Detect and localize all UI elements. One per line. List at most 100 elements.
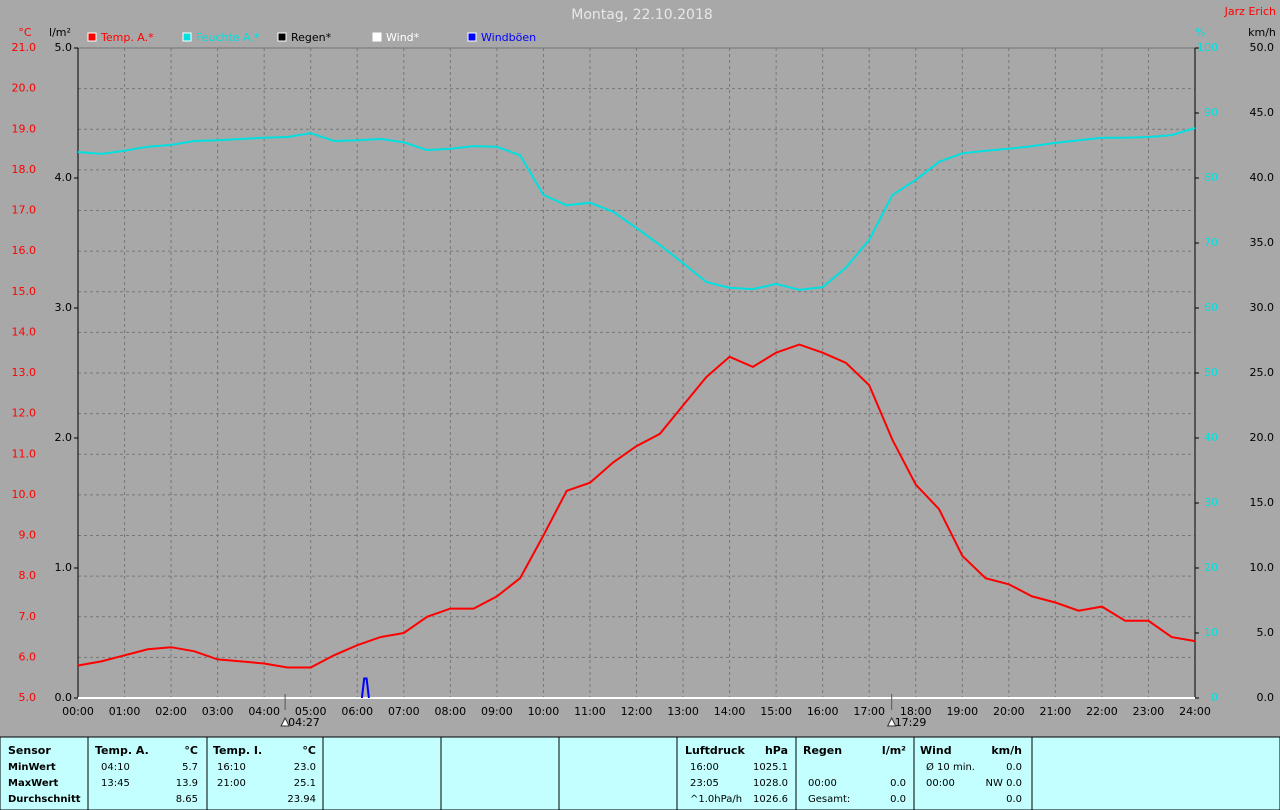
table-cell: 25.1 [294,778,316,789]
table-cell: 1028.0 [753,778,788,789]
x-tick-label: 04:00 [248,705,280,718]
legend-label: Wind* [386,31,420,44]
y3-tick-label: 20 [1204,561,1218,574]
table-cell: 00:00 [926,778,955,789]
x-tick-label: 02:00 [155,705,187,718]
y3-tick-label: 40 [1204,431,1218,444]
table-cell: 0.0 [890,794,906,805]
x-tick-label: 05:00 [295,705,327,718]
legend-label: Windböen [481,31,536,44]
y-tick-label: 17.0 [12,204,37,217]
y4-tick-label: 35.0 [1250,236,1275,249]
y2-tick-label: 4.0 [55,171,73,184]
x-tick-label: 22:00 [1086,705,1118,718]
table-cell: 1026.6 [753,794,788,805]
x-tick-label: 07:00 [388,705,420,718]
row-label: Durchschnitt [8,794,81,805]
y-tick-label: 21.0 [12,41,37,54]
x-tick-label: 03:00 [202,705,234,718]
y-tick-label: 18.0 [12,163,37,176]
table-header: Temp. A. [95,744,149,757]
table-cell: 0.0 [1006,762,1022,773]
y-tick-label: 19.0 [12,122,37,135]
y2-tick-label: 3.0 [55,301,73,314]
table-cell: Ø 10 min. [926,761,975,773]
table-header: km/h [991,744,1022,757]
legend-swatch [372,32,382,42]
y4-tick-label: 25.0 [1250,366,1275,379]
table-cell: 00:00 [808,778,837,789]
legend-swatch [87,32,97,42]
y3-tick-label: 10 [1204,626,1218,639]
y-tick-label: 15.0 [12,285,37,298]
y4-tick-label: 40.0 [1250,171,1275,184]
y4-tick-label: 50.0 [1250,41,1275,54]
axis-unit: km/h [1248,26,1276,39]
table-header: l/m² [882,744,906,757]
x-tick-label: 13:00 [667,705,699,718]
table-cell: 21:00 [217,778,246,789]
x-tick-label: 09:00 [481,705,513,718]
y-tick-label: 5.0 [19,691,37,704]
y-tick-label: 8.0 [19,569,37,582]
y-tick-label: 16.0 [12,244,37,257]
sun-icon [886,716,897,727]
y4-tick-label: 30.0 [1250,301,1275,314]
x-tick-label: 23:00 [1133,705,1165,718]
table-cell: 0.0 [1006,794,1022,805]
legend-swatch [467,32,477,42]
y2-tick-label: 1.0 [55,561,73,574]
y2-tick-label: 0.0 [55,691,73,704]
table-header: °C [302,744,316,757]
table-cell: 1025.1 [753,762,788,773]
axis-unit: °C [18,26,32,39]
y-tick-label: 13.0 [12,366,37,379]
sun-label: 17:29 [895,716,927,729]
table-header: Wind [920,744,952,757]
row-label: MaxWert [8,778,59,789]
y3-tick-label: 80 [1204,171,1218,184]
legend-swatch [277,32,287,42]
y-tick-label: 20.0 [12,82,37,95]
series-line [360,677,370,699]
table-header: hPa [765,744,788,757]
table-header: Regen [803,744,842,757]
table-header: Luftdruck [685,744,746,757]
table-background [0,736,1280,810]
y4-tick-label: 20.0 [1250,431,1275,444]
y-tick-label: 11.0 [12,447,37,460]
x-tick-label: 24:00 [1179,705,1211,718]
y-tick-label: 14.0 [12,325,37,338]
x-tick-label: 01:00 [109,705,141,718]
author: Jarz Erich [1224,5,1276,18]
y3-tick-label: 30 [1204,496,1218,509]
y4-tick-label: 15.0 [1250,496,1275,509]
table-cell: 04:10 [101,762,130,773]
x-tick-label: 10:00 [528,705,560,718]
table-cell: ^1.0hPa/h [690,794,742,805]
table-cell: 13.9 [176,778,198,789]
y-tick-label: 12.0 [12,407,37,420]
table-cell: 23:05 [690,778,719,789]
table-header: °C [184,744,198,757]
x-tick-label: 19:00 [946,705,978,718]
y3-tick-label: 70 [1204,236,1218,249]
chart-title: Montag, 22.10.2018 [571,7,713,23]
table-cell: NW 0.0 [986,778,1022,789]
legend-label: Feuchte A.* [196,31,260,44]
y3-tick-label: 100 [1197,41,1218,54]
y3-tick-label: 0 [1211,691,1218,704]
x-tick-label: 06:00 [341,705,373,718]
x-tick-label: 18:00 [900,705,932,718]
x-tick-label: 00:00 [62,705,94,718]
table-cell: 8.65 [176,794,198,805]
y3-tick-label: 60 [1204,301,1218,314]
x-tick-label: 14:00 [714,705,746,718]
table-cell: 5.7 [182,762,198,773]
x-tick-label: 20:00 [993,705,1025,718]
table-cell: 0.0 [890,778,906,789]
series-line [77,343,1196,669]
y3-tick-label: 90 [1204,106,1218,119]
y-tick-label: 6.0 [19,650,37,663]
